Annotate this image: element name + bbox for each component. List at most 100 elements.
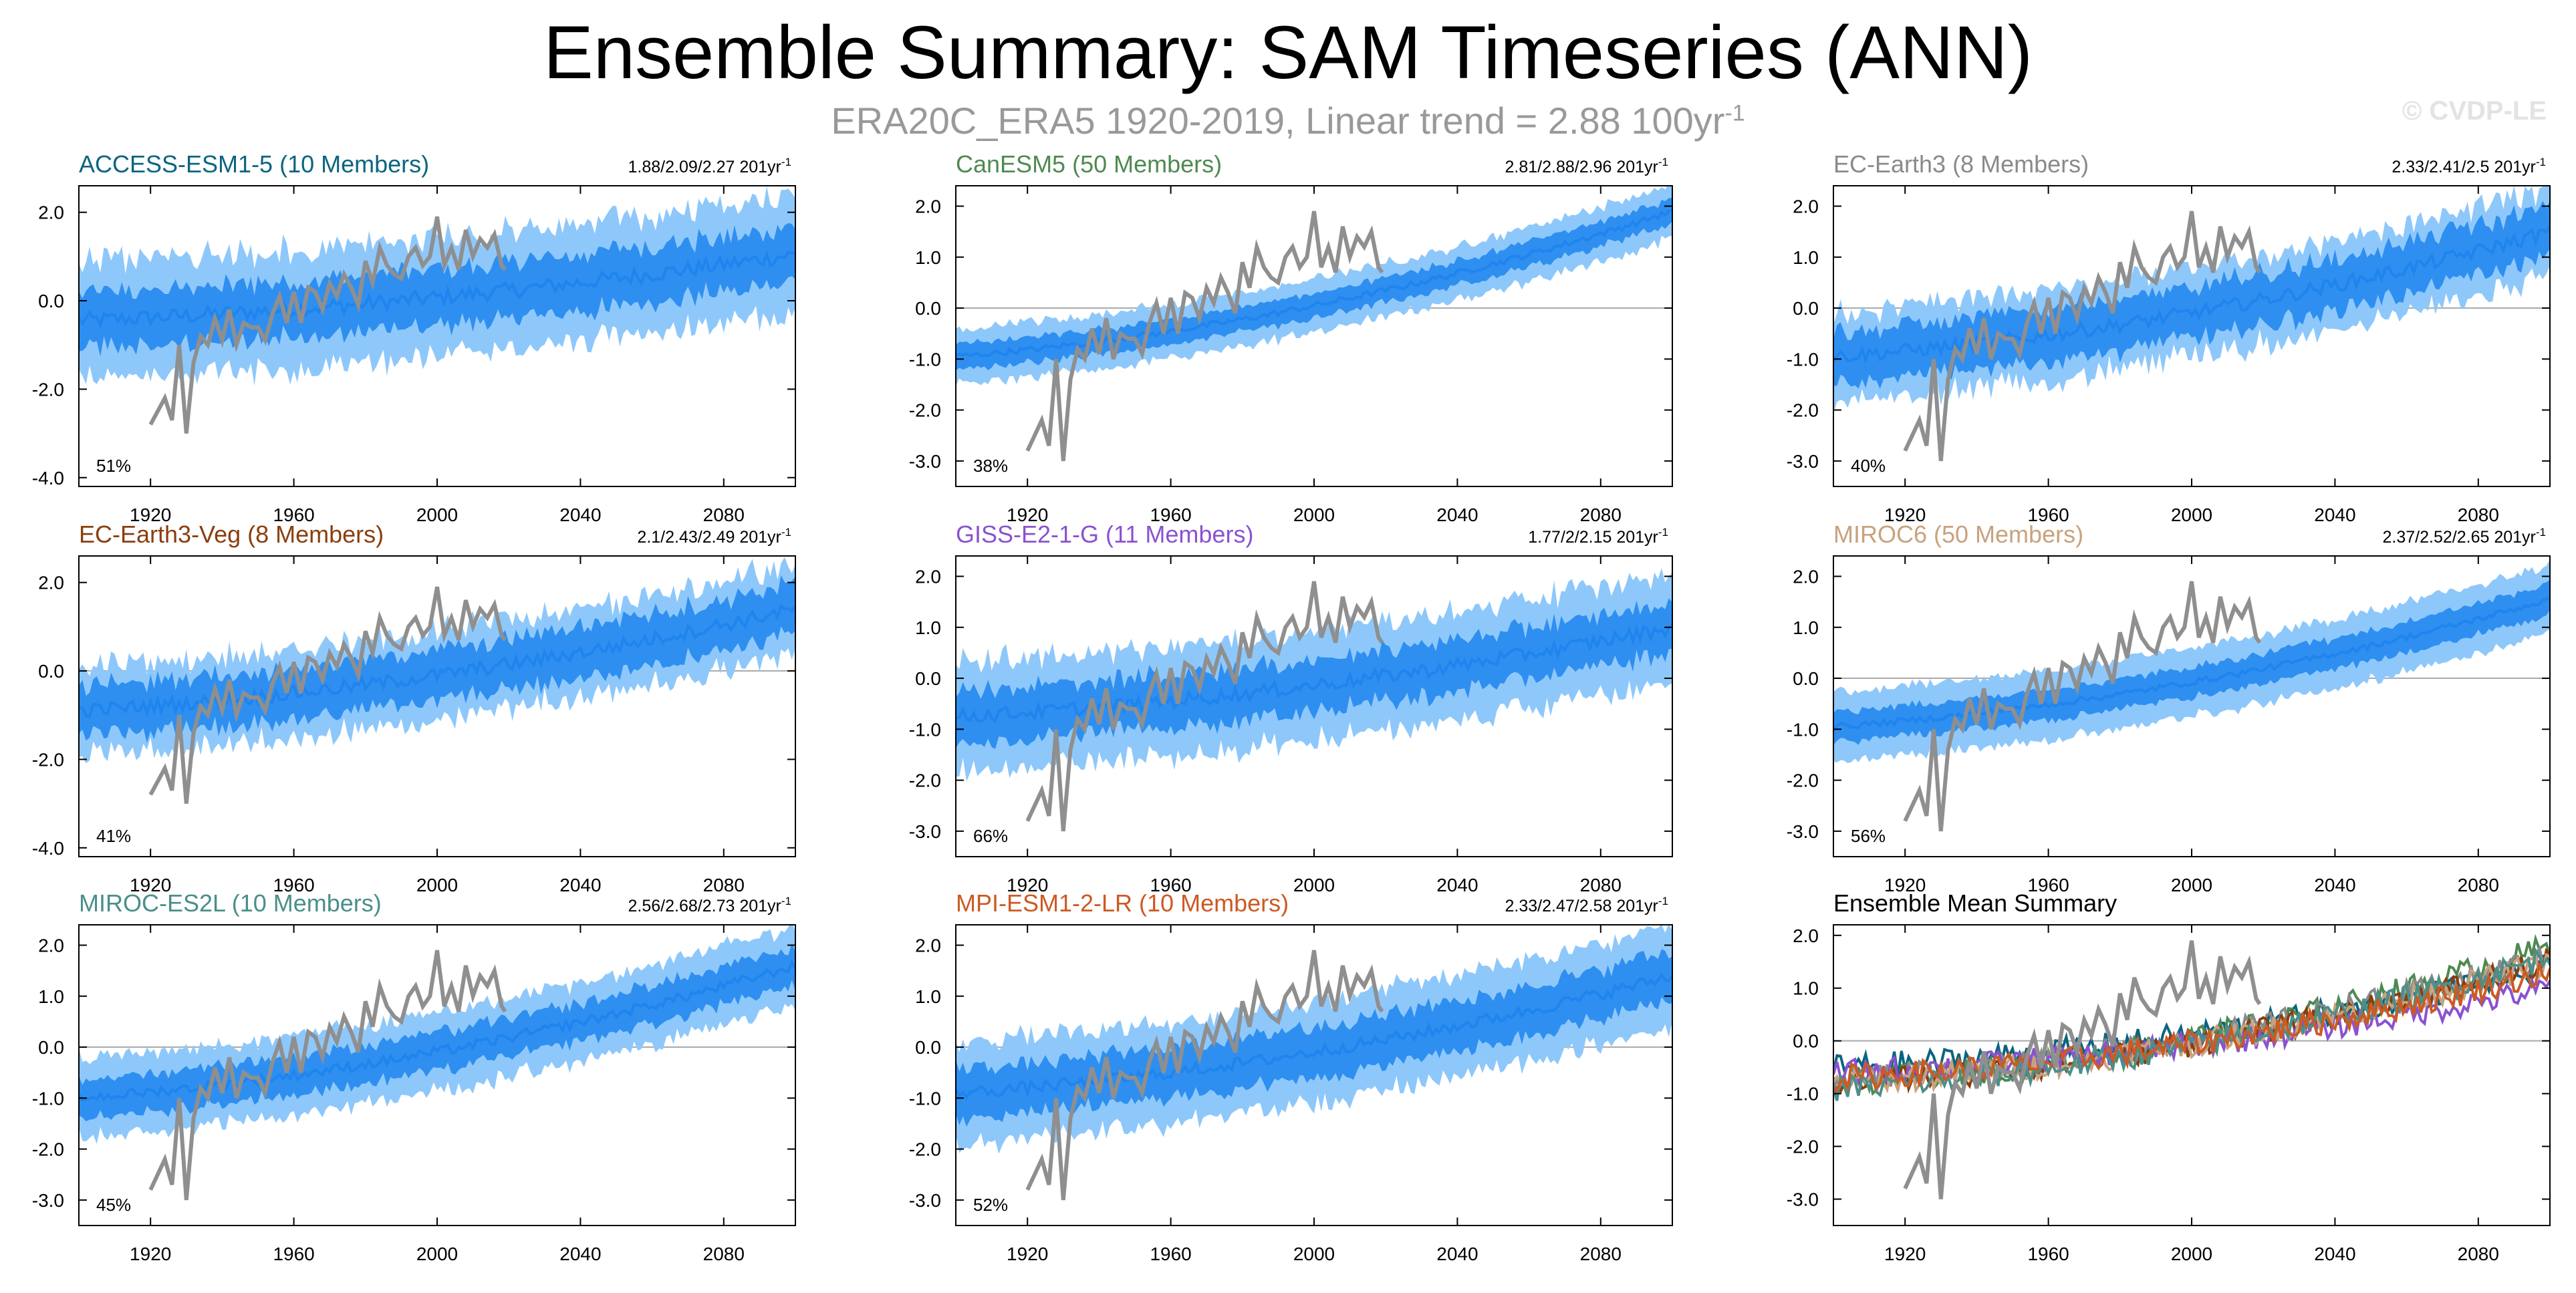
- subtitle: ERA20C_ERA5 1920-2019, Linear trend = 2.…: [0, 99, 2576, 142]
- ytick-label: -2.0: [32, 749, 64, 770]
- ensemble-mean-line: [956, 972, 1672, 1100]
- ytick-label: 0.0: [1793, 668, 1819, 689]
- ytick-label: -3.0: [1787, 451, 1819, 472]
- xtick-label: 2040: [2314, 1244, 2355, 1264]
- pct-label: 45%: [96, 1195, 131, 1215]
- obs-line: [148, 216, 507, 434]
- ytick-label: 0.0: [38, 1037, 64, 1058]
- obs-line: [1903, 940, 2262, 1199]
- ytick-label: -3.0: [1787, 821, 1819, 842]
- xtick-label: 2080: [2458, 875, 2499, 895]
- ensemble-mean-line: [956, 623, 1672, 724]
- ytick-label: 0.0: [38, 291, 64, 311]
- panel-title: ACCESS-ESM1-5 (10 Members): [79, 150, 429, 178]
- panel-title: CanESM5 (50 Members): [956, 150, 1222, 178]
- panel-title: MIROC6 (50 Members): [1833, 521, 2083, 548]
- xtick-label: 2080: [2458, 1244, 2499, 1264]
- subtitle-sup: -1: [1724, 100, 1745, 126]
- panel-6: MIROC6 (50 Members) 2.37/2.52/2.65 201yr-…: [1787, 521, 2551, 895]
- ensemble-mean-line: [79, 603, 795, 719]
- xtick-label: 2000: [416, 1244, 458, 1264]
- ytick-label: -2.0: [1787, 770, 1819, 791]
- ytick-label: -2.0: [909, 770, 941, 791]
- pct-label: 38%: [973, 456, 1008, 476]
- ensemble-inner-band: [1833, 579, 2550, 745]
- model-mean-line-6: [1833, 950, 2550, 1095]
- subtitle-text: ERA20C_ERA5 1920-2019, Linear trend = 2.…: [831, 100, 1725, 142]
- plot-area: [79, 925, 795, 1201]
- xtick-label: 2080: [2458, 505, 2499, 525]
- obs-line: [1025, 950, 1384, 1201]
- ytick-label: 0.0: [1793, 298, 1819, 319]
- ytick-label: -1.0: [1787, 719, 1819, 740]
- xtick-label: 2040: [559, 1244, 601, 1264]
- xtick-label: 1960: [2027, 1244, 2069, 1264]
- ytick-label: 2.0: [38, 573, 64, 593]
- obs-line: [148, 586, 507, 804]
- xtick-label: 1960: [2027, 875, 2069, 895]
- panel-title: EC-Earth3 (8 Members): [1833, 150, 2089, 178]
- ytick-label: -2.0: [1787, 1137, 1819, 1157]
- obs-line: [148, 950, 507, 1201]
- xtick-label: 2000: [416, 505, 458, 525]
- ensemble-mean-line: [1833, 225, 2550, 364]
- xtick-label: 2080: [703, 1244, 745, 1264]
- plot-area: [956, 568, 1672, 832]
- xtick-label: 2000: [1293, 1244, 1335, 1264]
- xtick-label: 1960: [1150, 875, 1191, 895]
- xtick-label: 2040: [2314, 875, 2355, 895]
- xtick-label: 1920: [130, 505, 171, 525]
- pct-label: 66%: [973, 826, 1008, 846]
- xtick-label: 2080: [1580, 505, 1622, 525]
- ytick-label: -3.0: [1787, 1189, 1819, 1210]
- model-mean-line-8: [1833, 963, 2550, 1093]
- ytick-label: -1.0: [909, 349, 941, 370]
- xtick-label: 2040: [1436, 505, 1478, 525]
- panel-5: GISS-E2-1-G (11 Members) 1.77/2/2.15 201y…: [909, 521, 1673, 895]
- ytick-label: 0.0: [1793, 1031, 1819, 1052]
- panel-trend: 2.56/2.68/2.73 201yr-1: [628, 895, 791, 915]
- xtick-label: 2080: [703, 875, 745, 895]
- panel-trend: 2.33/2.41/2.5 201yr-1: [2392, 156, 2546, 176]
- ytick-label: 1.0: [915, 986, 941, 1007]
- plot-area: [1833, 933, 2550, 1199]
- xtick-label: 1960: [2027, 505, 2069, 525]
- pct-label: 51%: [96, 456, 131, 476]
- obs-line: [1025, 210, 1384, 462]
- ytick-label: -3.0: [32, 1190, 64, 1211]
- xtick-label: 2040: [559, 875, 601, 895]
- ytick-label: 2.0: [915, 936, 941, 956]
- ytick-label: 1.0: [1793, 617, 1819, 638]
- plot-area: [79, 186, 795, 434]
- panel-trend: 1.88/2.09/2.27 201yr-1: [628, 156, 791, 176]
- xtick-label: 2040: [1436, 1244, 1478, 1264]
- xtick-label: 2000: [2171, 505, 2212, 525]
- xtick-label: 1960: [273, 505, 314, 525]
- xtick-label: 2080: [1580, 875, 1622, 895]
- ytick-label: 2.0: [38, 202, 64, 223]
- ensemble-mean-line: [79, 250, 795, 329]
- ytick-label: 2.0: [915, 196, 941, 217]
- panel-trend: 2.37/2.52/2.65 201yr-1: [2383, 526, 2546, 547]
- ytick-label: -2.0: [32, 1139, 64, 1160]
- panel-title: MPI-ESM1-2-LR (10 Members): [956, 889, 1289, 917]
- pct-label: 41%: [96, 826, 131, 846]
- xtick-label: 2000: [1293, 875, 1335, 895]
- ytick-label: -2.0: [909, 400, 941, 421]
- ytick-label: 2.0: [1793, 567, 1819, 587]
- xtick-label: 2000: [1293, 505, 1335, 525]
- ytick-label: 2.0: [915, 567, 941, 587]
- plot-area: [1833, 559, 2550, 832]
- ytick-label: -1.0: [909, 1088, 941, 1109]
- ytick-label: 0.0: [915, 298, 941, 319]
- ytick-label: -1.0: [909, 719, 941, 740]
- ytick-label: -3.0: [909, 1190, 941, 1211]
- panel-trend: 2.33/2.47/2.58 201yr-1: [1505, 895, 1668, 915]
- pct-label: 56%: [1851, 826, 1886, 846]
- xtick-label: 1920: [1007, 1244, 1048, 1264]
- plot-area: [1833, 186, 2550, 462]
- xtick-label: 1920: [1007, 875, 1048, 895]
- panel-3: EC-Earth3 (8 Members) 2.33/2.41/2.5 201yr…: [1787, 150, 2551, 525]
- ytick-label: 0.0: [915, 668, 941, 689]
- ytick-label: -4.0: [32, 468, 64, 488]
